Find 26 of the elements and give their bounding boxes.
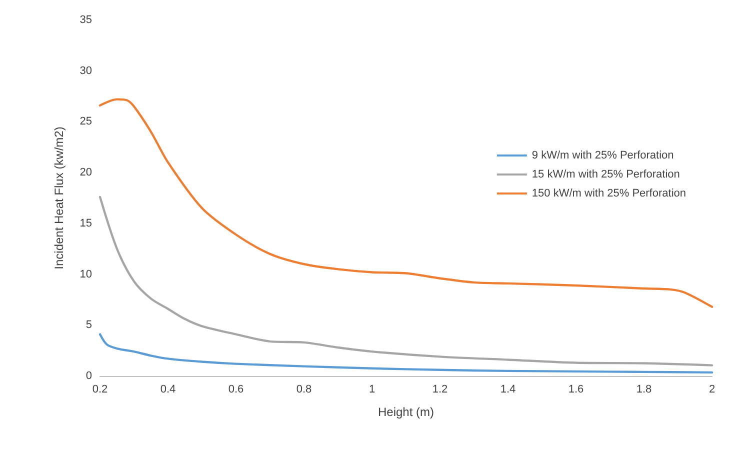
x-tick-label: 2 [708, 384, 716, 396]
legend-label: 15 kW/m with 25% Perforation [532, 168, 680, 180]
line-series [98, 196, 714, 366]
legend-label: 9 kW/m with 25% Perforation [532, 150, 674, 162]
y-tick-label: 35 [80, 14, 92, 26]
x-tick-label: 0.4 [160, 384, 176, 396]
x-tick-label: 0.8 [296, 384, 312, 396]
x-tick-label: 0.2 [92, 384, 108, 396]
x-tick-label: 0.6 [228, 384, 244, 396]
y-tick-label: 0 [86, 370, 92, 382]
x-tick-label: 1.4 [500, 384, 516, 396]
x-tick-label: 1.8 [636, 384, 652, 396]
y-tick-label: 25 [80, 116, 92, 128]
line-series [98, 98, 714, 308]
y-axis-title: Incident Heat Flux (kw/m2) [52, 126, 66, 270]
y-tick-label: 15 [80, 217, 92, 230]
x-tick-label: 1.6 [568, 384, 584, 396]
x-axis-title: Height (m) [378, 405, 434, 419]
line-series [98, 333, 714, 374]
y-tick-label: 30 [80, 64, 92, 77]
x-tick-label: 1.2 [432, 384, 448, 396]
legend-label: 150 kW/m with 25% Perforation [532, 188, 686, 200]
y-tick-label: 20 [80, 166, 92, 179]
x-tick-label: 1 [368, 384, 376, 396]
y-tick-label: 10 [80, 268, 92, 280]
y-tick-label: 5 [86, 319, 92, 332]
